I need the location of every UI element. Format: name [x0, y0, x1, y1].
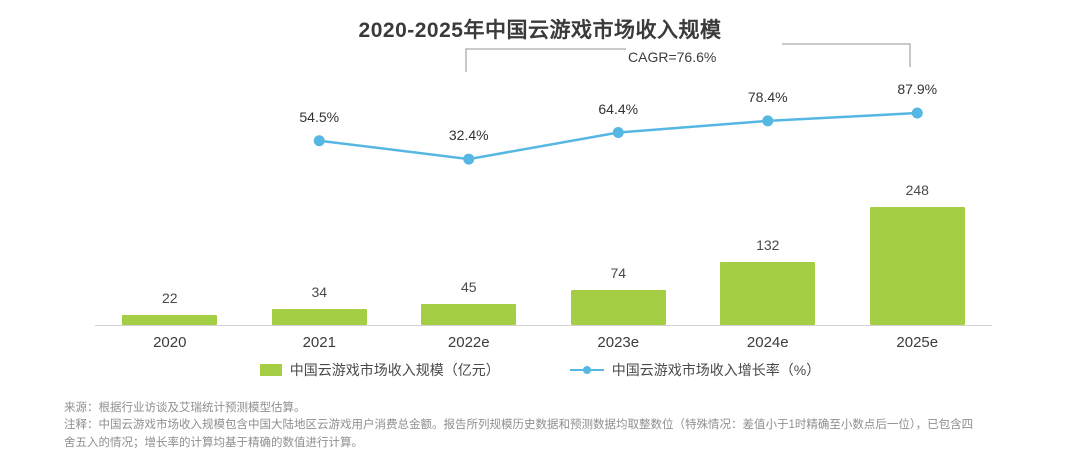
line-point-label: 64.4% [598, 100, 639, 117]
x-axis [95, 325, 992, 326]
x-axis-label: 2025e [896, 334, 939, 351]
bar-legend-label: 中国云游戏市场收入规模（亿元） [289, 362, 500, 378]
bar [271, 309, 367, 325]
line-point [612, 127, 624, 139]
chart-title: 2020-2025年中国云游戏市场收入规模 [358, 19, 722, 42]
annotation-note-line2: 舍五入的情况；增长率的计算均基于精确的数值进行计算。 [64, 436, 363, 449]
bar [421, 304, 517, 325]
annotation-note-line1: 注释：中国云游戏市场收入规模包含中国大陆地区云游戏用户消费总金额。报告所列规模历… [64, 419, 974, 432]
footnotes: 来源：根据行业访谈及艾瑞统计预测模型估算。 注释：中国云游戏市场收入规模包含中国… [64, 400, 1044, 452]
legend-item-bars: 中国云游戏市场收入规模（亿元） [259, 360, 500, 380]
line-point-label: 87.9% [897, 81, 938, 97]
line-point [313, 135, 325, 147]
bar-value-label: 132 [756, 237, 780, 253]
bar-value-label: 74 [610, 265, 627, 281]
bar [122, 315, 218, 325]
bar-legend-swatch [259, 364, 282, 376]
bar-value-label: 34 [311, 284, 328, 300]
bar [869, 207, 965, 325]
line-point-label: 78.4% [747, 88, 788, 105]
x-axis-label: 2024e [746, 334, 789, 351]
line-point [762, 115, 774, 127]
bar-value-label: 22 [161, 290, 178, 306]
x-axis-label: 2021 [302, 334, 336, 351]
line-point [463, 153, 475, 165]
bar [570, 290, 666, 325]
x-axis-label: 2020 [153, 334, 187, 351]
bar-value-label: 248 [905, 182, 929, 198]
line-legend-dot [582, 366, 591, 374]
legend-item-line: 中国云游戏市场收入增长率（%） [569, 360, 821, 380]
line-point-label: 32.4% [448, 127, 489, 144]
legend: 中国云游戏市场收入规模（亿元） 中国云游戏市场收入增长率（%） [0, 360, 1080, 380]
line-legend-label: 中国云游戏市场收入增长率（%） [611, 362, 821, 378]
x-axis-label: 2023e [597, 334, 640, 351]
source-note: 来源：根据行业访谈及艾瑞统计预测模型估算。 [64, 402, 306, 414]
cagr-label: CAGR=76.6% [628, 49, 717, 65]
bar [720, 262, 816, 325]
line-legend-swatch [569, 365, 604, 375]
line-point [911, 107, 923, 119]
bar-value-label: 45 [460, 279, 477, 295]
x-axis-label: 2022e [447, 334, 490, 351]
line-point-label: 54.5% [299, 108, 340, 125]
